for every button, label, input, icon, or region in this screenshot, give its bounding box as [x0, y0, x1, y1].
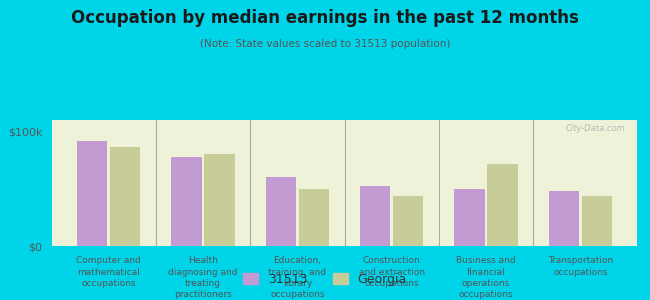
- Text: Occupation by median earnings in the past 12 months: Occupation by median earnings in the pas…: [71, 9, 579, 27]
- Text: City-Data.com: City-Data.com: [566, 124, 625, 133]
- Bar: [454, 189, 485, 246]
- Bar: [549, 191, 579, 246]
- Bar: [204, 154, 235, 246]
- Bar: [488, 164, 517, 246]
- Bar: [360, 186, 390, 246]
- Bar: [393, 196, 423, 246]
- Bar: [110, 148, 140, 246]
- Bar: [172, 157, 202, 246]
- Legend: 31513, Georgia: 31513, Georgia: [238, 268, 412, 291]
- Text: (Note: State values scaled to 31513 population): (Note: State values scaled to 31513 popu…: [200, 39, 450, 49]
- Bar: [299, 189, 329, 246]
- Bar: [266, 177, 296, 246]
- Bar: [77, 141, 107, 246]
- Bar: [582, 196, 612, 246]
